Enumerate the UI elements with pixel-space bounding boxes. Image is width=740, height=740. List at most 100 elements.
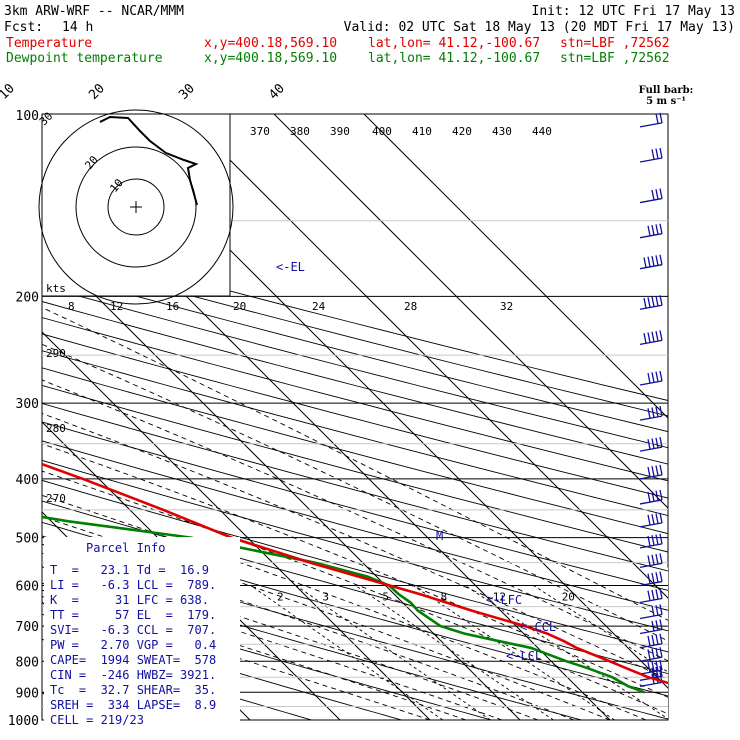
temperature-profile — [42, 462, 668, 685]
temp-station: stn=LBF ,72562 — [560, 36, 670, 51]
wind-barb-flag — [659, 666, 663, 677]
wind-barb — [639, 405, 663, 421]
wind-barb-flag — [655, 490, 659, 501]
valid-time: Valid: 02 UTC Sat 18 May 13 (20 MDT Fri … — [344, 20, 735, 35]
theta-label: 440 — [532, 125, 552, 138]
mixing-ratio-label: 8 — [440, 591, 447, 604]
wind-barb-flag — [659, 223, 663, 234]
wind-barb-flag — [659, 295, 663, 306]
wind-barb-flag — [647, 590, 651, 601]
wind-barb-flag — [647, 256, 651, 267]
init-time: Init: 12 UTC Fri 17 May 13 — [532, 4, 736, 19]
theta-e-label: 28 — [404, 300, 417, 313]
theta-e-label: 32 — [500, 300, 513, 313]
theta-e-label: 20 — [233, 300, 246, 313]
wind-barb-flag — [647, 297, 651, 308]
parcel-row: PW = 2.70 VGP = 0.4 — [50, 638, 216, 652]
wind-barb — [639, 533, 663, 549]
theta-e-label: 24 — [312, 300, 326, 313]
theta-label-left: 290 — [46, 347, 66, 360]
wind-barb-flag — [651, 255, 655, 267]
wind-barb — [639, 370, 663, 386]
parcel-row: CAPE= 1994 SWEAT= 578 — [50, 653, 216, 667]
wind-barb — [639, 659, 663, 675]
full-barb-label: Full barb: — [639, 85, 694, 96]
wind-barb-flag — [659, 464, 663, 475]
wind-barb-shaft — [639, 522, 663, 528]
wind-barb-shaft — [639, 197, 663, 204]
wind-barb-flag — [647, 491, 651, 503]
pressure-tick-label: 1000 — [8, 714, 39, 729]
wind-barb-shaft — [639, 562, 663, 569]
moist-adiabat-18 — [42, 470, 668, 715]
wind-barb-flag — [651, 661, 655, 672]
wind-barb-flag — [647, 372, 651, 384]
ccl-annotation: <-CCL — [520, 620, 556, 634]
wind-barb-flag — [647, 662, 651, 673]
wind-barb-flag — [651, 466, 655, 477]
pressure-tick-label: 900 — [16, 686, 39, 701]
wind-barb-flag — [655, 634, 659, 645]
temp-latlon: lat,lon= 41.12,-100.67 — [368, 36, 540, 51]
hodograph-ring-30 — [38, 109, 234, 305]
wind-barb-flag — [647, 225, 651, 236]
wind-barb-flag — [651, 372, 655, 383]
wind-barb-flag — [659, 405, 663, 417]
wind-barb-flag — [659, 633, 663, 644]
wind-barb — [639, 436, 663, 452]
isotherm--10 — [42, 331, 431, 720]
wind-barb-flag — [643, 333, 647, 344]
el-annotation: <-EL — [276, 260, 305, 274]
wind-barb-flag — [655, 406, 659, 417]
wind-barb-shaft — [639, 643, 663, 649]
mixing-ratio-label: 12 — [493, 591, 506, 604]
sounding-profiles — [42, 462, 668, 694]
parcel-row: CELL = 219/23 — [50, 713, 144, 727]
parcel-row: SREH = 334 LAPSE= 8.9 — [50, 698, 216, 712]
mixing-ratio-line-8 — [412, 585, 615, 720]
parcel-row: SVI= -6.3 CCL = 707. — [50, 623, 216, 637]
wind-barb-shaft — [639, 681, 663, 687]
wind-barb-flag — [659, 533, 663, 545]
axis-labels: 235812201002003004005006007008009001000-… — [0, 81, 575, 729]
wind-barb-flag — [647, 439, 651, 450]
wind-barb-shaft — [639, 122, 663, 128]
parcel-info-box: Parcel Info T = 23.1 Td = 16.9 LI = -6.3… — [44, 537, 240, 735]
wind-barb-flag — [647, 555, 651, 566]
wind-barb-flag — [651, 407, 655, 418]
wind-barb-flag — [655, 224, 659, 235]
theta-label: 420 — [452, 125, 472, 138]
wind-barb-flag — [655, 513, 659, 524]
theta-label: 400 — [372, 125, 392, 138]
wind-barb-flag — [659, 619, 663, 630]
wind-barb-flag — [659, 370, 663, 382]
wind-barb-flag — [655, 113, 659, 124]
model-title: 3km ARW-WRF -- NCAR/MMM — [4, 4, 184, 19]
wind-barb-flag — [659, 659, 663, 671]
wind-barb-flag — [655, 666, 659, 678]
parcel-row: Tc = 32.7 SHEAR= 35. — [50, 683, 216, 697]
wind-barb-flag — [655, 255, 659, 266]
wind-barb-flag — [647, 635, 651, 647]
wind-barb-shaft — [639, 233, 663, 239]
wind-barb — [639, 464, 663, 480]
dew-station: stn=LBF ,72562 — [560, 51, 670, 66]
wind-barb-shaft — [639, 628, 663, 635]
wind-barb-flag — [655, 295, 659, 307]
wind-barb-flag — [655, 620, 659, 631]
wind-barb-shaft — [639, 669, 663, 675]
wind-barb-flag — [651, 535, 655, 546]
wind-barb-shaft — [639, 543, 663, 549]
pressure-tick-label: 700 — [16, 620, 39, 635]
temperature-legend: Temperature — [6, 36, 92, 51]
wind-barb-shaft — [639, 656, 663, 662]
wind-barb-shaft — [639, 157, 663, 163]
hodograph-inset: 10 20 30 kts — [37, 109, 234, 305]
wind-barb — [639, 188, 663, 204]
wind-barb-flag — [651, 635, 655, 646]
wind-barb-flag — [647, 649, 651, 660]
wind-barb — [639, 619, 663, 635]
wind-barb-flag — [651, 648, 655, 659]
wind-barb-shaft — [639, 613, 663, 620]
